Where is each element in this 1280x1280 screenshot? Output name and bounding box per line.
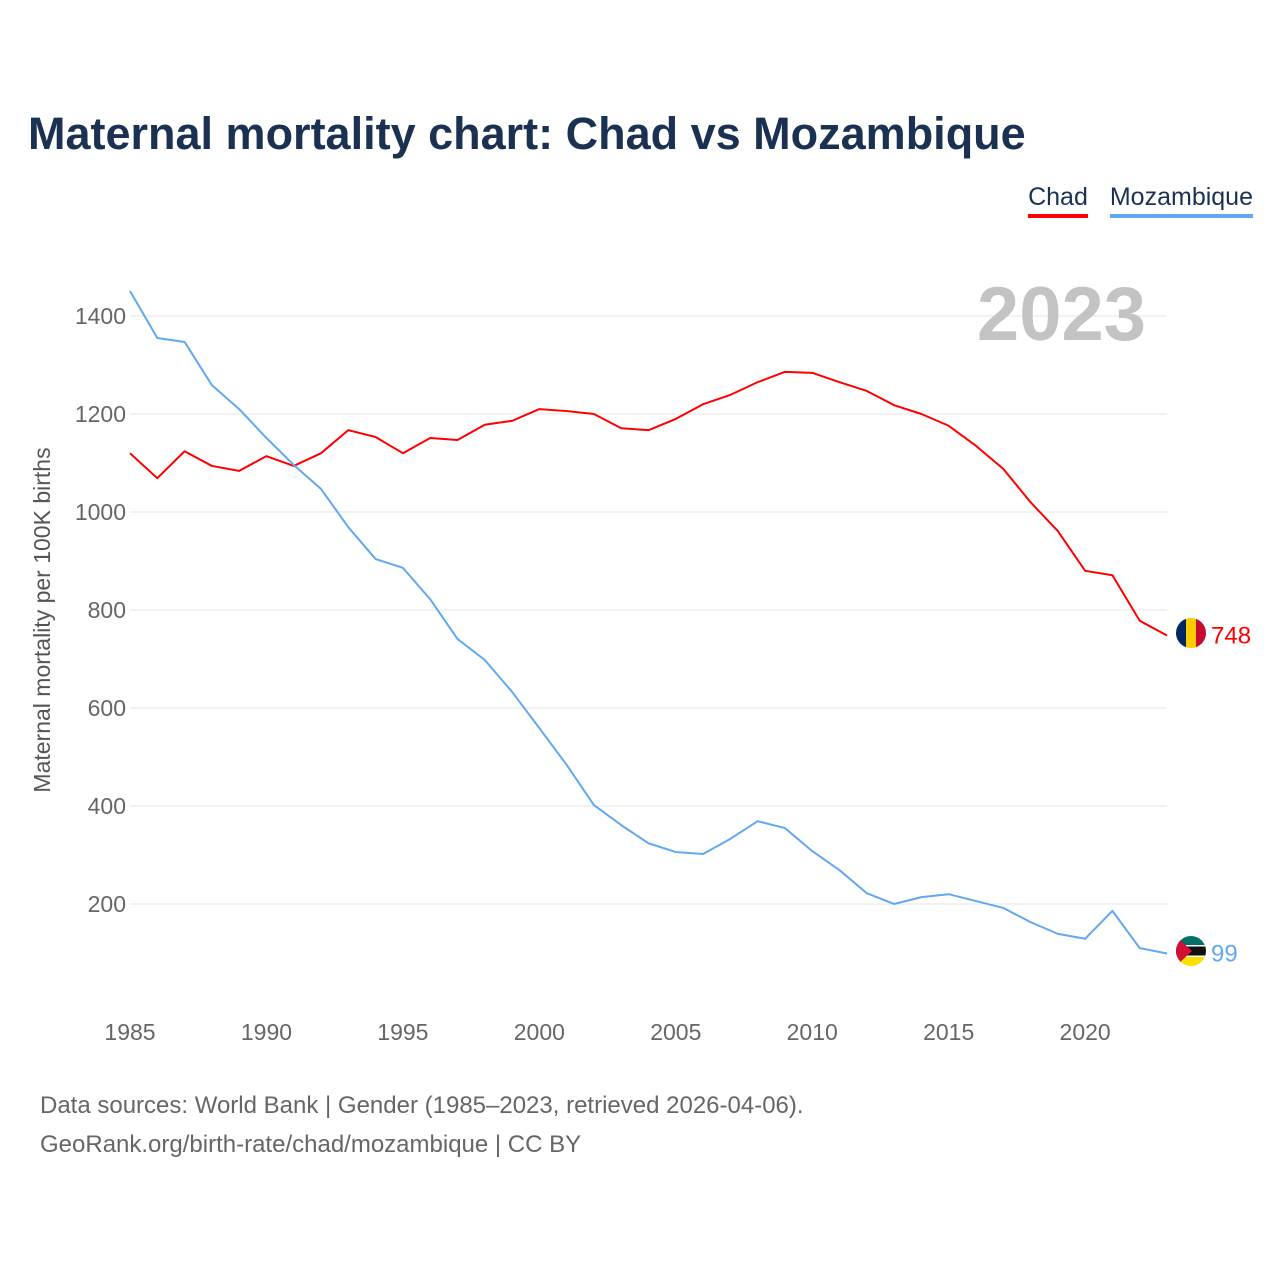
legend-item-mozambique[interactable]: Mozambique xyxy=(1109,183,1253,218)
x-tick-label: 2000 xyxy=(514,1019,565,1045)
x-tick-label: 1985 xyxy=(104,1019,155,1045)
gridlines xyxy=(130,315,1167,905)
x-tick-label: 2020 xyxy=(1060,1019,1111,1045)
footer: Data sources: World Bank | Gender (1985–… xyxy=(40,1086,804,1164)
x-tick-labels: 1985 1990 1995 2000 2005 2010 2015 2020 xyxy=(104,1019,1110,1045)
y-tick-labels: 200 400 600 800 1000 1200 1400 xyxy=(75,303,126,917)
x-tick-label: 2005 xyxy=(650,1019,701,1045)
x-tick-label: 2010 xyxy=(787,1019,838,1045)
y-tick-label: 1000 xyxy=(75,499,126,525)
mozambique-flag-icon xyxy=(1176,936,1206,966)
chart-title: Maternal mortality chart: Chad vs Mozamb… xyxy=(28,108,1026,159)
y-axis-label: Maternal mortality per 100K births xyxy=(29,447,55,792)
source-link[interactable]: GeoRank.org/birth-rate/chad/mozambique |… xyxy=(40,1131,582,1158)
series-line-mozambique xyxy=(129,290,1168,955)
legend-item-chad[interactable]: Chad xyxy=(1028,183,1088,218)
y-tick-label: 600 xyxy=(88,695,126,721)
end-label-mozambique: 99 xyxy=(1211,940,1238,967)
x-tick-label: 1990 xyxy=(241,1019,292,1045)
data-source-text: Data sources: World Bank | Gender (1985–… xyxy=(40,1092,804,1119)
y-tick-label: 800 xyxy=(88,597,126,623)
x-tick-label: 2015 xyxy=(923,1019,974,1045)
end-value-labels: 748 99 xyxy=(1211,622,1251,967)
y-tick-label: 1200 xyxy=(75,401,126,427)
y-tick-label: 1400 xyxy=(75,303,126,329)
chad-flag-icon xyxy=(1176,618,1206,648)
y-tick-label: 400 xyxy=(88,793,126,819)
x-tick-label: 1995 xyxy=(377,1019,428,1045)
year-watermark: 2023 xyxy=(977,272,1146,357)
legend: Chad Mozambique xyxy=(1028,183,1253,218)
y-tick-label: 200 xyxy=(88,891,126,917)
end-label-chad: 748 xyxy=(1211,622,1251,649)
series-line-chad xyxy=(129,370,1168,637)
series-lines xyxy=(129,290,1168,955)
